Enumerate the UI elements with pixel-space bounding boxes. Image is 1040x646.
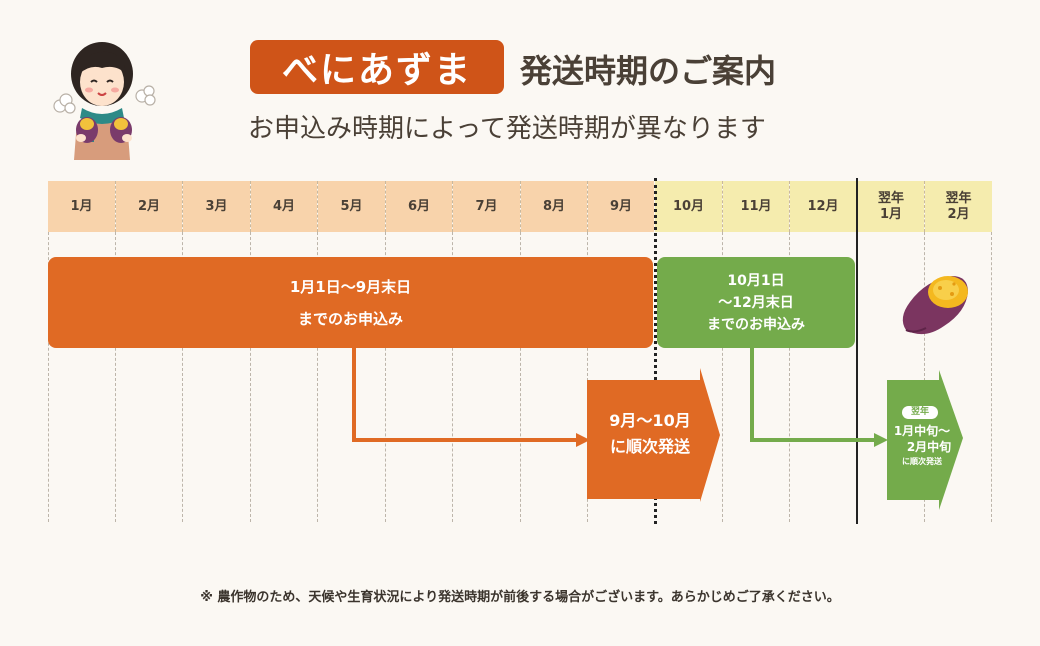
month-cell-10: 10月 (655, 181, 722, 232)
shipping-caption: に順次発送 (609, 437, 690, 456)
month-cell-4: 4月 (251, 181, 317, 232)
grid-line (115, 181, 116, 232)
grid-line (317, 181, 318, 232)
green-connector-arrow (750, 346, 888, 447)
page-subtitle: お申込み時期によって発送時期が異なります (248, 114, 766, 144)
next-year-badge: 翌年 (902, 406, 938, 419)
grid-line (587, 181, 588, 232)
grid-line (587, 232, 588, 522)
order-period-range: 1月1日〜9月末日 (289, 277, 412, 296)
orange-connector-arrow (352, 346, 590, 447)
grid-line (385, 181, 386, 232)
green-shipping-period: 1月中旬〜 2月中旬 に順次発送 (884, 423, 960, 469)
product-name-badge: べにあずま (250, 40, 504, 94)
grid-line (452, 232, 453, 522)
grid-line (789, 181, 790, 232)
footnote: ※ 農作物のため、天候や生育状況により発送時期が前後する場合がございます。あらか… (200, 590, 840, 605)
grid-line (182, 232, 183, 522)
month-cell-1: 1月 (48, 181, 115, 232)
month-cell-11: 11月 (723, 181, 789, 232)
month-cell-6: 6月 (386, 181, 452, 232)
month-cell-12: 12月 (790, 181, 856, 232)
girl-holding-sweet-potato-illustration (53, 42, 156, 160)
grid-line (991, 232, 992, 522)
grid-line (385, 232, 386, 522)
month-cell-2: 2月 (116, 181, 182, 232)
grid-line (924, 181, 925, 232)
order-period-caption: までのお申込み (297, 309, 403, 328)
month-cell-3: 3月 (183, 181, 250, 232)
year-end-divider (856, 178, 858, 524)
orange-shipping-period: 9月〜10月 に順次発送 (590, 408, 710, 460)
shipping-range: 9月〜10月 (609, 411, 691, 430)
roasted-sweet-potato-illustration (902, 276, 968, 335)
grid-line (48, 232, 49, 522)
year-quarter-divider (654, 178, 657, 524)
orange-shipping-arrow-shape (587, 368, 720, 502)
grid-line (182, 181, 183, 232)
month-cell-next-1: 翌年 1月 (858, 181, 924, 232)
grid-line (115, 232, 116, 522)
month-cell-9: 9月 (588, 181, 654, 232)
order-period-caption: までのお申込み (707, 316, 805, 333)
grid-line (317, 232, 318, 522)
grid-line (924, 232, 925, 522)
grid-line (520, 181, 521, 232)
grid-line (452, 181, 453, 232)
grid-line (250, 181, 251, 232)
month-cell-8: 8月 (521, 181, 587, 232)
grid-line (722, 232, 723, 522)
month-cell-next-2: 翌年 2月 (925, 181, 992, 232)
order-period-oct-dec: 10月1日 〜12月末日 までのお申込み (657, 257, 855, 348)
month-cell-7: 7月 (453, 181, 520, 232)
shipping-start: 1月中旬〜 (893, 424, 951, 438)
order-period-jan-sep: 1月1日〜9月末日 までのお申込み (48, 257, 653, 348)
grid-line (250, 232, 251, 522)
shipping-caption: に順次発送 (902, 457, 942, 466)
grid-line (520, 232, 521, 522)
order-period-end: 〜12月末日 (718, 294, 794, 311)
grid-line (789, 232, 790, 522)
month-cell-5: 5月 (318, 181, 385, 232)
order-period-start: 10月1日 (727, 272, 785, 289)
shipping-end: 2月中旬 (906, 440, 952, 454)
grid-line (722, 181, 723, 232)
next-year-label: 翌年 (945, 190, 972, 206)
next-year-label: 翌年 (877, 190, 904, 206)
page-title: 発送時期のご案内 (520, 52, 777, 90)
green-shipping-arrow-shape (887, 370, 963, 510)
next-year-month-label: 2月 (947, 206, 970, 222)
next-year-month-label: 1月 (879, 206, 903, 222)
